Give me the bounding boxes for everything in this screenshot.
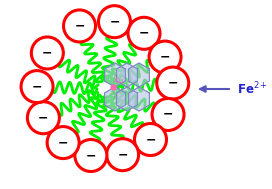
Circle shape	[47, 127, 79, 159]
Text: −: −	[117, 148, 128, 161]
Text: Cu: Cu	[115, 78, 124, 84]
Polygon shape	[117, 63, 137, 87]
Polygon shape	[117, 87, 137, 111]
Circle shape	[75, 139, 107, 171]
Circle shape	[149, 41, 181, 73]
Text: −: −	[145, 133, 156, 146]
Text: −: −	[74, 19, 85, 33]
Circle shape	[107, 139, 139, 171]
Text: −: −	[32, 80, 42, 93]
Circle shape	[31, 37, 63, 69]
Text: −: −	[109, 15, 120, 28]
Circle shape	[134, 124, 166, 156]
Text: −: −	[42, 46, 52, 60]
Circle shape	[157, 67, 189, 99]
Text: −: −	[139, 27, 149, 40]
Text: −: −	[168, 77, 178, 90]
Text: −: −	[160, 51, 170, 64]
Circle shape	[64, 10, 95, 42]
Polygon shape	[129, 63, 149, 87]
Polygon shape	[129, 87, 149, 111]
Text: −: −	[58, 136, 68, 149]
Circle shape	[98, 6, 131, 38]
Circle shape	[27, 102, 59, 134]
Circle shape	[128, 17, 160, 49]
Circle shape	[152, 98, 184, 130]
Polygon shape	[105, 63, 125, 87]
Text: −: −	[38, 111, 49, 124]
Circle shape	[21, 71, 53, 103]
Polygon shape	[105, 87, 125, 111]
Text: −: −	[86, 149, 96, 162]
Text: −: −	[163, 108, 173, 121]
Text: Fe$^{2+}$: Fe$^{2+}$	[237, 81, 267, 97]
